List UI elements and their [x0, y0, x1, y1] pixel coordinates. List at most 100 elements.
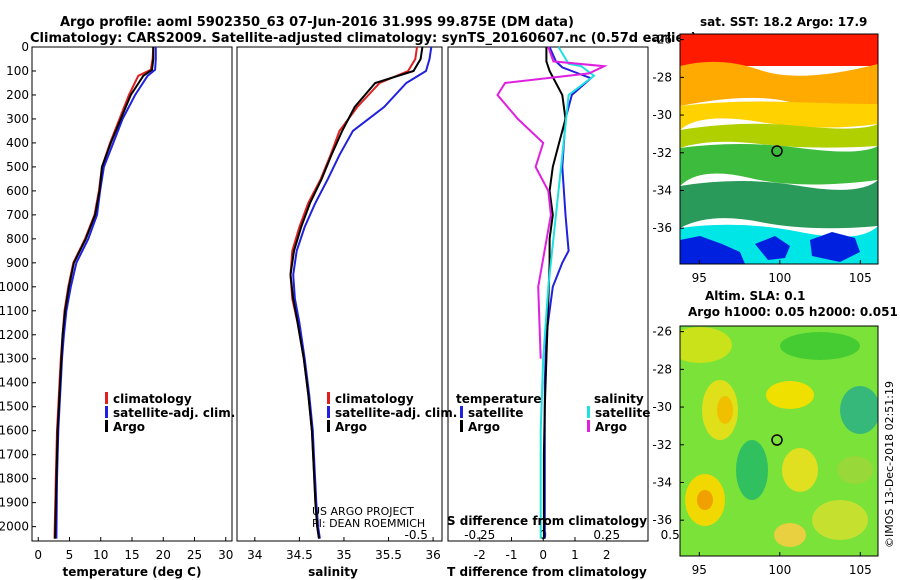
lat-tick-label: -34	[652, 183, 672, 197]
title-line-1: Argo profile: aoml 5902350_63 07-Jun-201…	[60, 15, 574, 30]
depth-tick-label: 300	[6, 112, 29, 126]
legend-s-satellite-label: satellite	[595, 406, 650, 420]
legend-s-satellite-swatch	[587, 406, 590, 418]
lon-tick-label: 100	[768, 563, 791, 577]
x-tick-label: 30	[218, 548, 233, 562]
temperature-tick-labels: 0 5 10 15 20 25 30	[34, 537, 233, 562]
depth-tick-label: 1000	[0, 280, 29, 294]
x-tick-label: 35.5	[375, 548, 402, 562]
sla-blob	[697, 490, 713, 510]
sla-lat-tick-labels: -26 -28 -30 -32 -34 -36	[652, 325, 684, 527]
legend-satellite-swatch	[327, 406, 330, 418]
x-tick-label: 36	[425, 548, 440, 562]
t-difference-axis-label: T difference from climatology	[447, 565, 647, 579]
sla-blob	[840, 386, 878, 434]
series-climatology	[289, 46, 418, 539]
salinity-axes-frame	[236, 46, 443, 542]
legend-satellite-label: satellite-adj. clim.	[335, 406, 457, 420]
lon-tick-label: 95	[692, 563, 707, 577]
sla-blob	[812, 500, 868, 540]
depth-tick-label: 400	[6, 136, 29, 150]
legend-climatology-label: climatology	[113, 392, 192, 406]
legend-satellite-label: satellite-adj. clim.	[113, 406, 235, 420]
depth-tick-label: 2000	[0, 520, 29, 534]
sst-lon-tick-labels: 95 100 105	[692, 260, 872, 285]
depth-tick-label: 1600	[0, 424, 29, 438]
sst-band-green	[680, 180, 878, 229]
legend-salinity-heading: salinity	[594, 392, 644, 406]
depth-tick-label: 1700	[0, 448, 29, 462]
depth-tick-label: 1800	[0, 472, 29, 486]
x-tick-label: 2	[603, 548, 611, 562]
sst-map-title: sat. SST: 18.2 Argo: 17.9	[700, 15, 867, 29]
temperature-series	[53, 46, 157, 539]
salinity-legend: climatology satellite-adj. clim. Argo	[327, 392, 457, 434]
depth-tick-label: 900	[6, 256, 29, 270]
temperature-axes-frame	[31, 46, 233, 542]
x-tick-label: 25	[187, 548, 202, 562]
legend-argo-label: Argo	[113, 420, 145, 434]
sla-map-image	[680, 326, 878, 556]
depth-tick-label: 1100	[0, 304, 29, 318]
depth-tick-label: 1500	[0, 400, 29, 414]
legend-t-satellite-swatch	[460, 406, 463, 418]
legend-argo-label: Argo	[335, 420, 367, 434]
x-tick-label: -1	[506, 548, 518, 562]
lat-tick-label: -32	[652, 146, 672, 160]
legend-argo-swatch	[327, 420, 330, 432]
x-tick-label: -2	[474, 548, 486, 562]
legend-argo-swatch	[105, 420, 108, 432]
credit-line-2: PI: DEAN ROEMMICH	[312, 517, 425, 530]
sla-blob	[782, 448, 818, 492]
legend-climatology-label: climatology	[335, 392, 414, 406]
sla-map-title-2: Argo h1000: 0.05 h2000: 0.051	[688, 305, 898, 319]
legend-t-argo-label: Argo	[468, 420, 500, 434]
sst-patch-blue-2	[755, 236, 790, 260]
x-tick-label: 0	[34, 548, 42, 562]
sst-map-image	[680, 34, 878, 264]
x-tick-label: 10	[93, 548, 108, 562]
sla-blob	[736, 440, 768, 500]
legend-climatology-swatch	[327, 392, 330, 404]
credit-line-1: US ARGO PROJECT	[312, 505, 414, 518]
difference-legend: temperature satellite Argo salinity sate…	[456, 392, 650, 434]
temperature-legend: climatology satellite-adj. clim. Argo	[105, 392, 235, 434]
s-difference-axis-label: S difference from climatology	[447, 514, 647, 528]
salinity-tick-labels: 34 34.5 35 35.5 36	[247, 537, 441, 562]
salinity-series	[289, 46, 433, 539]
difference-series	[496, 46, 608, 539]
sst-argo-marker	[771, 145, 783, 157]
x-tick-label: 35	[336, 548, 351, 562]
lon-tick-label: 95	[692, 271, 707, 285]
lat-tick-label: -28	[652, 70, 672, 84]
depth-tick-label: 1300	[0, 352, 29, 366]
sla-lon-tick-labels: 95 100 105	[692, 552, 872, 577]
depth-tick-label: 100	[6, 64, 29, 78]
timestamp: ©IMOS 13-Dec-2018 02:51:19	[883, 381, 896, 548]
lat-tick-label: -26	[652, 325, 672, 339]
series-argo	[54, 47, 155, 539]
x-tick-label: 5	[66, 548, 74, 562]
series-t-satellite	[543, 46, 593, 539]
lat-tick-label: -30	[652, 108, 672, 122]
sst-map-frame	[679, 33, 879, 265]
sst-patch-blue-1	[680, 236, 745, 264]
depth-tick-label: 800	[6, 232, 29, 246]
lon-tick-label: 105	[849, 271, 872, 285]
series-t-argo	[542, 47, 567, 539]
series-satellite-adj-clim-	[55, 47, 157, 539]
depth-tick-label: 1200	[0, 328, 29, 342]
s-tick-label: 0.25	[593, 528, 620, 542]
x-tick-label: 34	[247, 548, 262, 562]
depth-tick-label: 500	[6, 160, 29, 174]
lon-tick-label: 105	[849, 563, 872, 577]
sst-map-panel: sat. SST: 18.2 Argo: 17.9 -26 -28 -30 -32 -3…	[652, 15, 879, 285]
legend-s-argo-swatch	[587, 420, 590, 432]
series-argo	[289, 46, 424, 539]
lat-tick-label: -36	[652, 513, 672, 527]
legend-temperature-heading: temperature	[456, 392, 541, 406]
sla-blob	[717, 396, 733, 424]
lon-tick-label: 100	[768, 271, 791, 285]
s-tick-label: 0.5	[661, 528, 680, 542]
